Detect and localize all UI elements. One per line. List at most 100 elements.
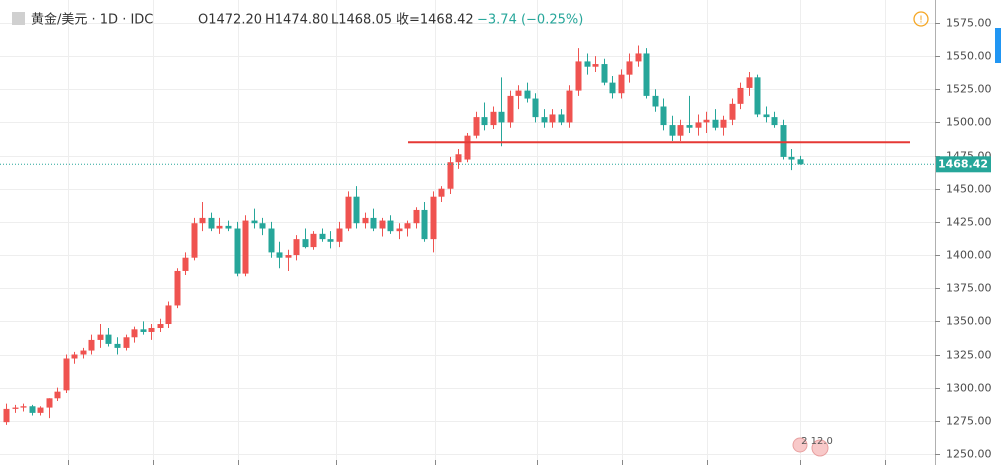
candle-body xyxy=(652,95,659,107)
candle-body xyxy=(490,111,497,126)
candle-body xyxy=(771,117,778,126)
symbol[interactable]: 黄金/美元 · 1D · IDC xyxy=(31,12,153,28)
y-tick-label: 1550.00 xyxy=(946,50,992,63)
candle-body xyxy=(123,337,130,348)
candle-body xyxy=(293,239,300,256)
candle-body xyxy=(404,223,411,229)
candle-body xyxy=(80,350,87,355)
candle-body xyxy=(165,305,172,325)
marks xyxy=(0,45,935,425)
candle-body xyxy=(319,233,326,240)
event-icon xyxy=(792,437,808,453)
candle-body xyxy=(515,90,522,96)
candle-body xyxy=(71,354,78,359)
candle-body xyxy=(660,106,667,126)
candle-body xyxy=(29,406,36,413)
candle-body xyxy=(131,329,138,338)
candle-body xyxy=(88,339,95,351)
candle-body xyxy=(370,217,377,229)
candle-body xyxy=(498,111,505,123)
candle-body xyxy=(199,217,206,224)
candle-body xyxy=(336,228,343,242)
scroll-tab[interactable] xyxy=(995,28,1001,63)
candle-body xyxy=(362,217,369,224)
last-price-box xyxy=(936,156,991,173)
info-icon[interactable] xyxy=(913,11,929,27)
open-value: O1472.20 xyxy=(198,13,262,28)
y-tick-label: 1575.00 xyxy=(946,17,992,30)
candle-body xyxy=(353,196,360,224)
candle-body xyxy=(754,77,761,115)
candle-body xyxy=(285,255,292,258)
y-tick-label: 1525.00 xyxy=(946,83,992,96)
candle-body xyxy=(558,114,565,123)
candle-body xyxy=(225,225,232,229)
candle-body xyxy=(473,117,480,136)
symbol-icon[interactable] xyxy=(12,12,25,25)
high-value: H1474.80 xyxy=(265,13,329,28)
candle-body xyxy=(635,53,642,62)
candle-body xyxy=(140,329,147,332)
candle-body xyxy=(481,117,488,126)
y-tick-label: 1300.00 xyxy=(946,382,992,395)
y-tick-label: 1500.00 xyxy=(946,116,992,129)
candle-body xyxy=(97,334,104,340)
candle-body xyxy=(686,125,693,128)
candle-body xyxy=(148,327,155,332)
candle-body xyxy=(447,162,454,189)
candle-body xyxy=(105,334,112,344)
candle-body xyxy=(712,119,719,128)
candle-body xyxy=(695,122,702,128)
candle-body xyxy=(455,154,462,163)
candle-body xyxy=(618,74,625,94)
y-tick-label: 1425.00 xyxy=(946,216,992,229)
candle-body xyxy=(566,90,573,123)
close-value: 收=1468.42 xyxy=(396,13,474,28)
candle-body xyxy=(524,90,531,99)
candle-body xyxy=(549,114,556,123)
candle-body xyxy=(114,343,121,348)
candle-body xyxy=(182,257,189,271)
y-tick-label: 1275.00 xyxy=(946,415,992,428)
candle-body xyxy=(703,119,710,123)
candle-body xyxy=(575,61,582,91)
candle-body xyxy=(379,220,386,229)
candle-body xyxy=(327,239,334,242)
candle-body xyxy=(746,77,753,88)
candle-body xyxy=(609,82,616,94)
y-tick-label: 1350.00 xyxy=(946,315,992,328)
candle-body xyxy=(763,114,770,118)
candle-body xyxy=(208,217,215,229)
candle-body xyxy=(46,398,53,408)
y-tick-label: 1450.00 xyxy=(946,183,992,196)
candle-body xyxy=(643,53,650,96)
candle-body xyxy=(276,252,283,258)
y-tick-label: 1325.00 xyxy=(946,349,992,362)
candle-body xyxy=(216,225,223,229)
candle-body xyxy=(251,220,258,224)
candle-body xyxy=(259,223,266,229)
candle-body xyxy=(310,233,317,248)
candle-body xyxy=(626,61,633,75)
candle-body xyxy=(3,408,10,423)
candle-body xyxy=(507,95,514,123)
candle-body xyxy=(387,220,394,232)
candle-body xyxy=(234,228,241,274)
candle-body xyxy=(12,407,19,409)
y-tick-label: 1400.00 xyxy=(946,249,992,262)
event-icon xyxy=(811,439,829,457)
candle-body xyxy=(797,159,804,165)
candle-body xyxy=(532,98,539,118)
candle-body xyxy=(345,196,352,229)
y-tick-label: 1250.00 xyxy=(946,448,992,461)
info-icon-mark: ! xyxy=(919,15,923,26)
candle-body xyxy=(464,135,471,160)
change-value: −3.74 (−0.25%) xyxy=(477,13,583,28)
candle-body xyxy=(780,125,787,157)
candle-body xyxy=(584,61,591,67)
low-value: L1468.05 xyxy=(331,13,392,28)
candle-body xyxy=(592,64,599,67)
